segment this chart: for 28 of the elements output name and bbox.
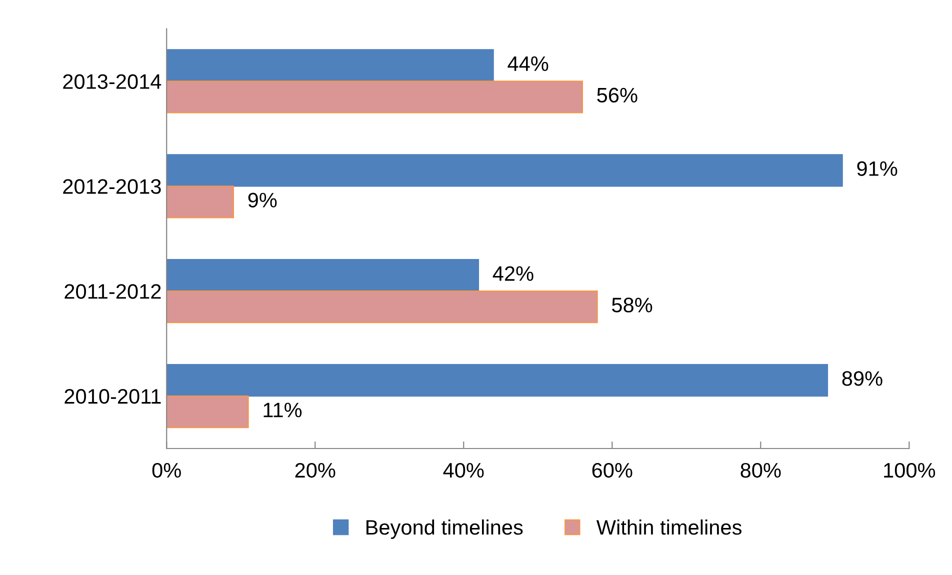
bar <box>166 80 583 114</box>
data-label: 9% <box>248 192 277 208</box>
y-tick-label: 2012-2013 <box>63 179 161 194</box>
bar <box>166 395 249 428</box>
y-tick-label: 2013-2014 <box>63 74 162 89</box>
data-label: 56% <box>597 88 638 103</box>
x-tick-label: 20% <box>295 462 336 478</box>
data-label: 91% <box>857 161 898 176</box>
x-tick-label: 80% <box>740 462 781 478</box>
bar <box>166 290 598 324</box>
y-tick-label: 2011-2012 <box>64 284 161 299</box>
bar <box>166 259 480 292</box>
data-label: 89% <box>842 371 882 386</box>
x-tick-label: 40% <box>443 462 484 478</box>
legend-label: Within timelines <box>596 519 742 535</box>
legend-label: Beyond timelines <box>366 519 523 539</box>
data-label: 58% <box>612 298 652 312</box>
bar <box>166 186 234 218</box>
bar <box>166 49 494 82</box>
x-tick-label: 0% <box>152 462 181 478</box>
y-tick-label: 2010-2011 <box>64 389 161 404</box>
data-label: 11% <box>264 402 302 418</box>
bar <box>166 364 828 397</box>
data-label: 44% <box>508 56 548 71</box>
x-tick-label: 60% <box>592 462 632 478</box>
data-label: 42% <box>492 266 534 281</box>
bar <box>166 154 843 187</box>
x-tick-label: 100% <box>884 462 936 478</box>
